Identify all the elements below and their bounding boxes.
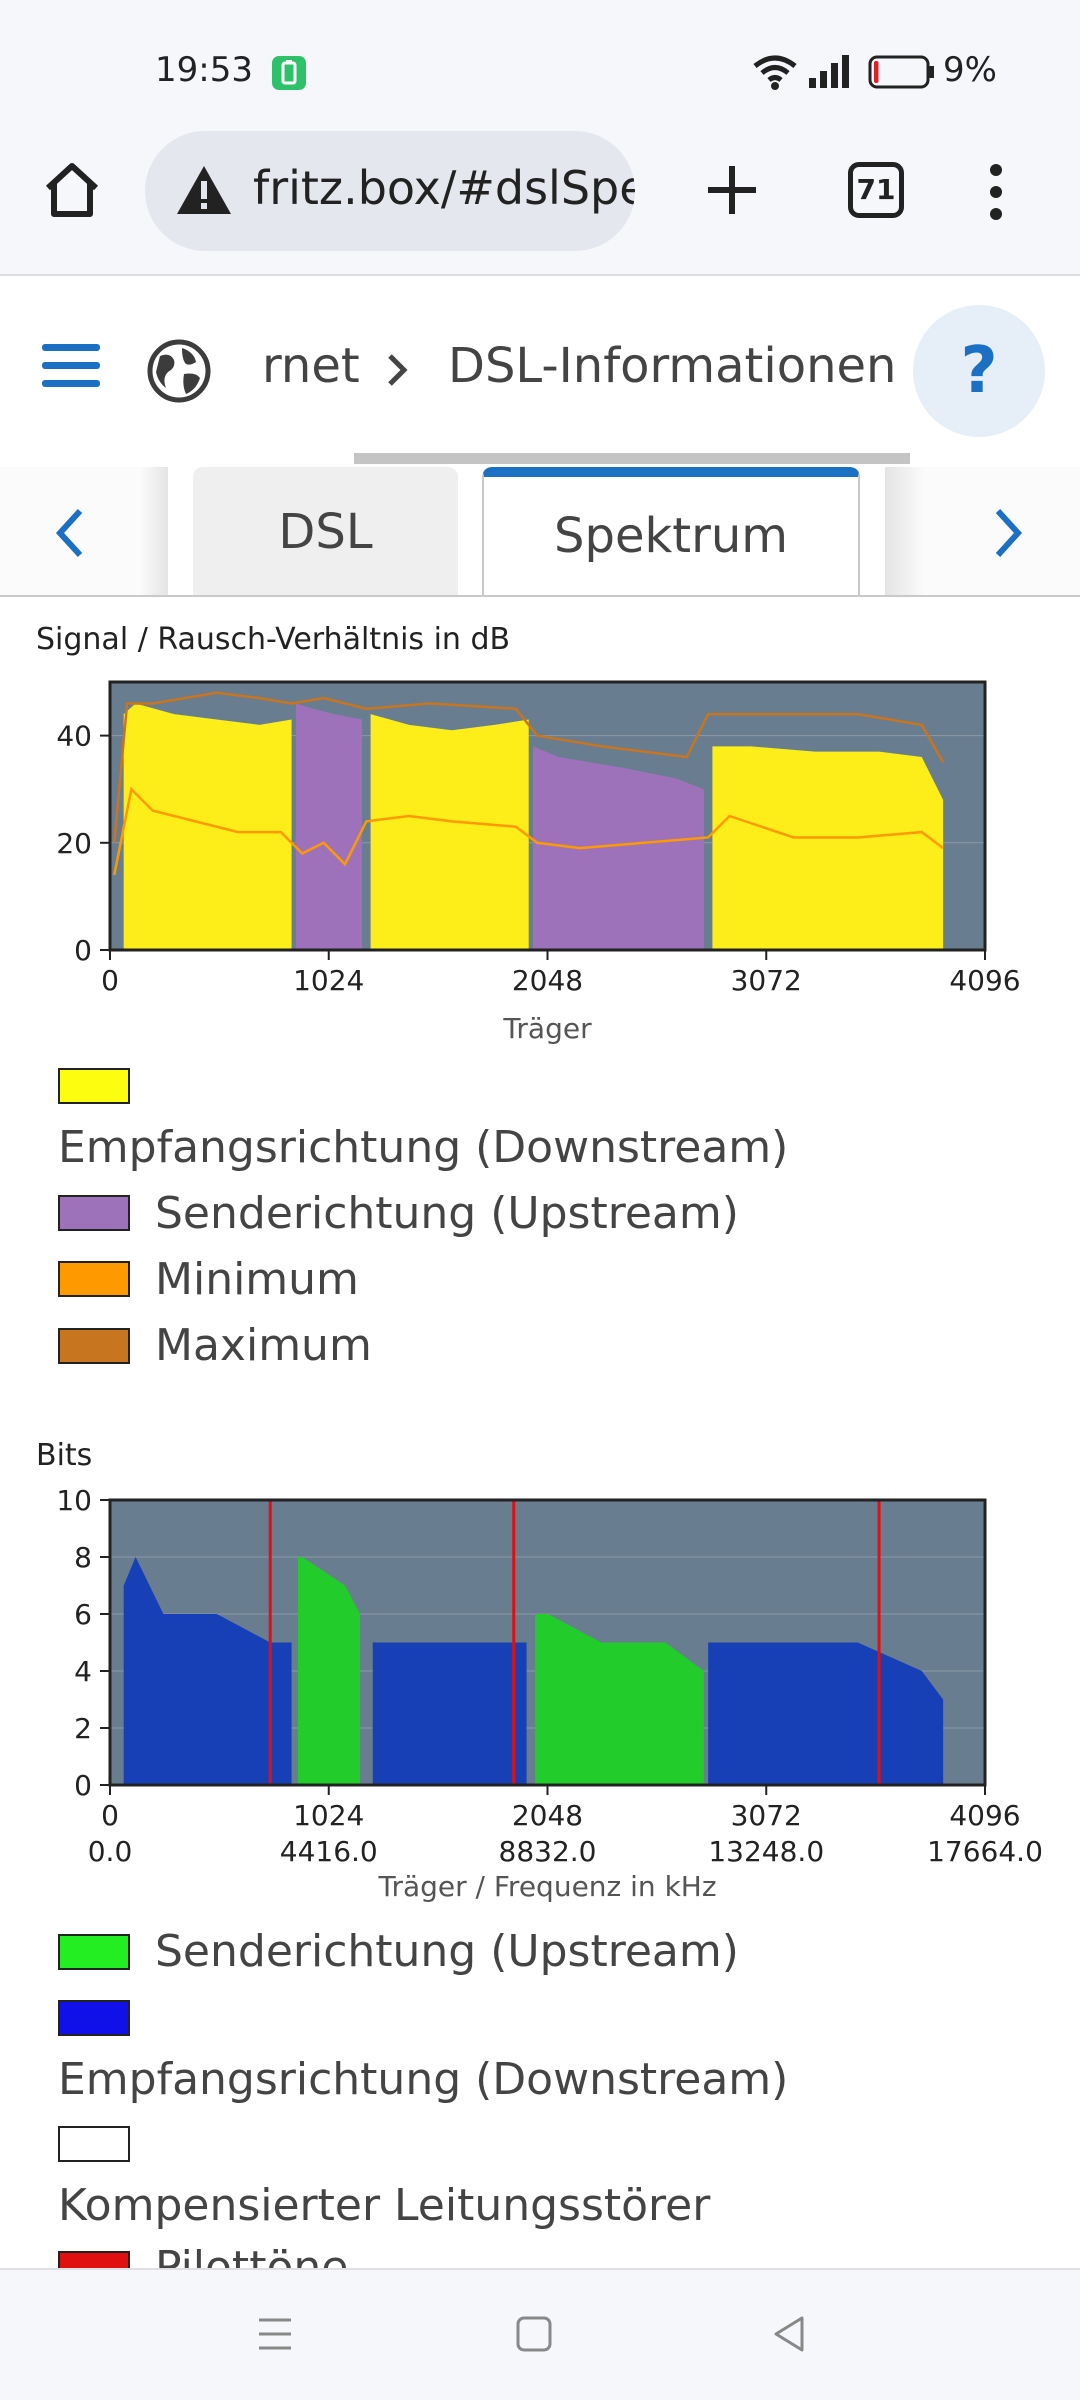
page-title: DSL-Informationen <box>448 338 897 394</box>
x-tick-label: 2048 <box>512 964 583 997</box>
area-empfangsrichtung <box>123 703 292 950</box>
legend-swatch-upstream-bits <box>58 1934 130 1970</box>
area-empfangsrichtung <box>123 1557 292 1785</box>
area-senderichtung <box>295 703 363 950</box>
legend-label-downstream: Empfangsrichtung (Downstream) <box>58 1122 789 1173</box>
x-tick-label-freq: 13248.0 <box>708 1835 824 1868</box>
legend-label-upstream-bits: Senderichtung (Upstream) <box>155 1926 739 1977</box>
battery-icon <box>868 55 936 93</box>
area-senderichtung <box>297 1557 360 1785</box>
recent-apps-icon[interactable] <box>255 2314 295 2358</box>
snr-chart-title: Signal / Rausch-Verhältnis in dB <box>36 622 511 657</box>
home-nav-icon[interactable] <box>514 2314 554 2358</box>
chevron-right-icon <box>382 350 412 394</box>
home-icon[interactable] <box>40 158 104 226</box>
x-tick-label-freq: 4416.0 <box>280 1835 378 1868</box>
legend-swatch-downstream-bits <box>58 2000 130 2036</box>
signal-icon <box>807 54 853 94</box>
battery-percent: 9% <box>943 50 997 90</box>
y-tick-label: 40 <box>56 720 92 753</box>
x-tick-label: 0 <box>101 964 119 997</box>
snr-chart: 0 1024 2048 3072 4096 0 20 40 Träger <box>56 680 1021 1045</box>
tab-next-partial <box>885 467 1080 597</box>
hamburger-menu-icon[interactable] <box>42 342 100 394</box>
battery-saver-icon <box>272 56 306 90</box>
tabs-scroll-indicator <box>354 453 910 464</box>
legend-swatch-minimum <box>58 1261 130 1297</box>
x-tick-label-freq: 8832.0 <box>499 1835 597 1868</box>
y-tick-label: 10 <box>56 1484 92 1517</box>
x-axis-label: Träger / Frequenz in kHz <box>377 1870 716 1903</box>
line-maximum <box>113 691 945 843</box>
legend-label-maximum: Maximum <box>155 1320 372 1371</box>
x-tick-label: 2048 <box>512 1799 583 1832</box>
legend-swatch-downstream <box>58 1068 130 1104</box>
system-nav-bar <box>0 2268 1080 2400</box>
url-text[interactable]: fritz.box/#dslSpe <box>253 161 635 215</box>
status-bar: 19:53 9% <box>0 0 1080 130</box>
area-senderichtung <box>535 1614 704 1785</box>
x-tick-label: 0 <box>101 1799 119 1832</box>
clock: 19:53 <box>155 50 253 90</box>
breadcrumb-parent[interactable]: rnet <box>262 338 360 394</box>
y-tick-label: 8 <box>74 1541 92 1574</box>
y-tick-label: 0 <box>74 1769 92 1802</box>
y-tick-label: 0 <box>74 934 92 967</box>
warning-icon[interactable] <box>175 163 233 221</box>
line-minimum <box>113 786 944 876</box>
legend-swatch-upstream <box>58 1195 130 1231</box>
legend-swatch-compensated <box>58 2126 130 2162</box>
address-bar[interactable]: fritz.box/#dslSpe <box>145 131 635 251</box>
x-tick-label: 3072 <box>731 964 802 997</box>
legend-label-pilot: Pilottöne <box>155 2245 348 2268</box>
tab-switcher-button[interactable]: 71 <box>848 162 904 218</box>
x-tick-label-freq: 17664.0 <box>927 1835 1043 1868</box>
legend-label-compensated: Kompensierter Leitungsstörer <box>58 2180 711 2231</box>
bits-chart-title: Bits <box>36 1438 93 1473</box>
legend-label-downstream-bits: Empfangsrichtung (Downstream) <box>58 2054 789 2105</box>
area-empfangsrichtung <box>712 746 944 950</box>
tab-dsl[interactable]: DSL <box>193 467 458 597</box>
bits-chart: 00.010244416.020488832.0307213248.040961… <box>56 1484 1043 1903</box>
x-tick-label: 4096 <box>949 1799 1020 1832</box>
x-tick-label: 1024 <box>293 964 364 997</box>
chevron-left-icon[interactable] <box>52 507 88 563</box>
wifi-icon <box>752 52 798 96</box>
legend-label-minimum: Minimum <box>155 1254 359 1305</box>
globe-icon <box>146 338 212 408</box>
legend-pilot-partial: Pilottöne <box>0 2245 1080 2268</box>
back-nav-icon[interactable] <box>770 2314 810 2358</box>
x-tick-label: 1024 <box>293 1799 364 1832</box>
x-tick-label-freq: 0.0 <box>88 1835 133 1868</box>
help-button[interactable]: ? <box>913 305 1045 437</box>
y-tick-label: 6 <box>74 1598 92 1631</box>
tabs-divider <box>0 595 1080 597</box>
y-tick-label: 4 <box>74 1655 92 1688</box>
area-empfangsrichtung <box>372 1642 527 1785</box>
area-empfangsrichtung <box>708 1642 944 1785</box>
legend-swatch-pilot <box>58 2251 130 2268</box>
x-axis-label: Träger <box>502 1012 592 1045</box>
y-tick-label: 20 <box>56 827 92 860</box>
tab-prev-partial <box>0 467 168 597</box>
more-menu-icon[interactable] <box>984 162 1008 226</box>
new-tab-icon[interactable] <box>702 160 762 224</box>
x-tick-label: 3072 <box>731 1799 802 1832</box>
area-empfangsrichtung <box>370 714 529 950</box>
x-tick-label: 4096 <box>949 964 1020 997</box>
chevron-right-tab-icon[interactable] <box>990 507 1026 563</box>
legend-swatch-maximum <box>58 1328 130 1364</box>
area-senderichtung <box>532 746 704 950</box>
tab-spektrum[interactable]: Spektrum <box>482 467 860 597</box>
legend-label-upstream: Senderichtung (Upstream) <box>155 1188 739 1239</box>
y-tick-label: 2 <box>74 1712 92 1745</box>
